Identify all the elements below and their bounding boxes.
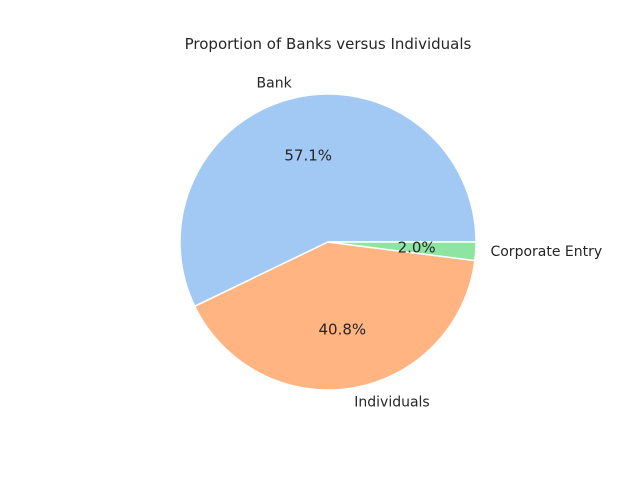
slice-individuals <box>193 241 476 391</box>
pie-labels: 57.1% Bank 40.8% Individuals 2.0% Corporate E… <box>257 75 603 410</box>
slice-label-corporate-entry: Corporate Entry <box>490 244 602 260</box>
pie-slices <box>179 93 477 391</box>
slice-corporate-entry <box>327 241 477 262</box>
pct-label-individuals: 40.8% <box>318 321 366 339</box>
slice-label-bank: Bank <box>257 75 293 91</box>
chart-title: Proportion of Banks versus Individuals <box>185 35 472 53</box>
pct-label-corporate-entry: 2.0% <box>398 239 436 257</box>
pct-label-bank: 57.1% <box>284 146 332 164</box>
slice-bank <box>179 93 477 308</box>
slice-label-individuals: Individuals <box>354 395 429 411</box>
